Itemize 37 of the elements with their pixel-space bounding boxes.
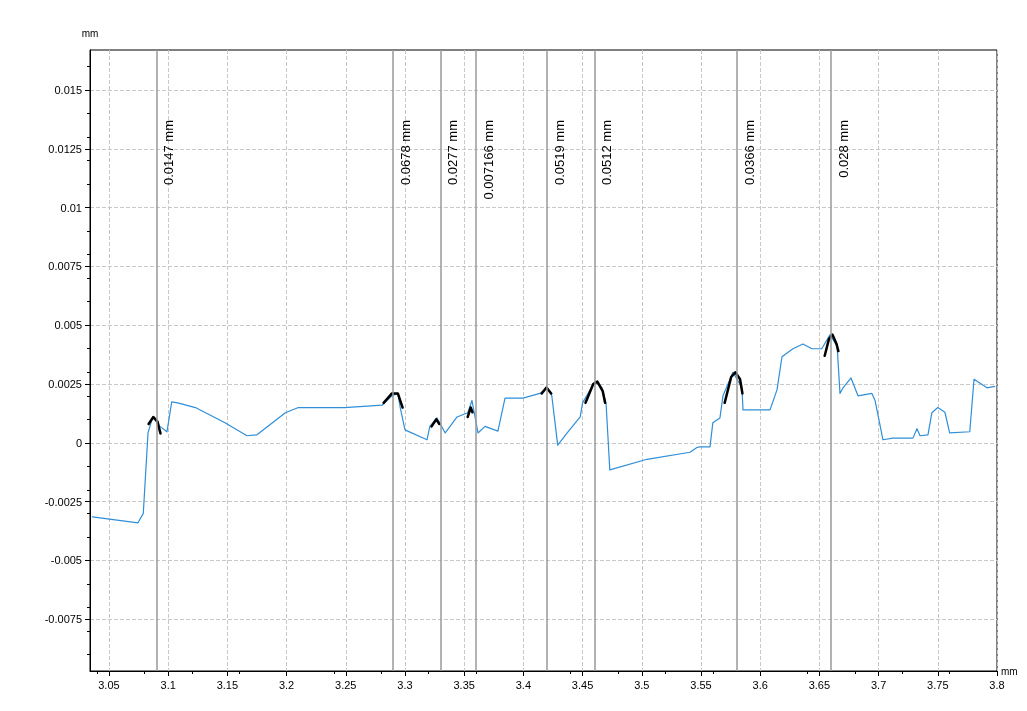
y-tick-label: -0.0025 [44,495,82,508]
ref-line-label: 0.028 mm [836,120,852,178]
x-tick-label: 3.3 [397,678,413,691]
y-tick-label: 0.005 [54,319,82,332]
x-tick-label: 3.25 [335,678,357,691]
ref-line-label: 0.007166 mm [481,120,497,200]
ref-line-label: 0.0277 mm [445,120,461,186]
y-tick-label: -0.0075 [44,613,82,626]
line-series [91,334,996,524]
y-tick-label: 0.0075 [48,260,82,273]
y-tick-label: -0.005 [50,554,82,567]
y-axis-title: mm [81,27,99,39]
x-tick-label: 3.5 [634,678,650,691]
ref-line-label: 0.0366 mm [741,120,757,186]
x-tick-label: 3.75 [927,678,949,691]
x-tick-label: 3.45 [571,678,594,691]
ref-line-label: 0.0519 mm [552,120,568,186]
ref-line-label: 0.0147 mm [161,120,177,186]
y-tick-label: 0 [75,436,82,449]
x-tick-label: 3.1 [160,678,176,691]
x-tick-label: 3.15 [216,678,239,691]
x-tick-label: 3.35 [453,678,475,691]
x-tick-label: 3.7 [870,678,887,691]
y-tick-label: 0.015 [54,83,82,96]
x-tick-label: 3.05 [98,678,120,691]
y-tick-label: 0.0025 [48,378,82,391]
x-axis-title: mm [1001,665,1018,677]
y-tick-label: 0.01 [60,201,82,214]
x-tick-label: 3.65 [808,678,831,691]
x-tick-label: 3.8 [989,678,1005,691]
x-tick-label: 3.6 [752,678,768,691]
x-tick-label: 3.55 [690,678,712,691]
x-tick-label: 3.4 [515,678,532,691]
ref-line-label: 0.0512 mm [599,120,615,186]
x-tick-label: 3.2 [278,678,295,691]
ref-line-label: 0.0678 mm [398,120,414,186]
y-tick-label: 0.0125 [48,142,82,155]
